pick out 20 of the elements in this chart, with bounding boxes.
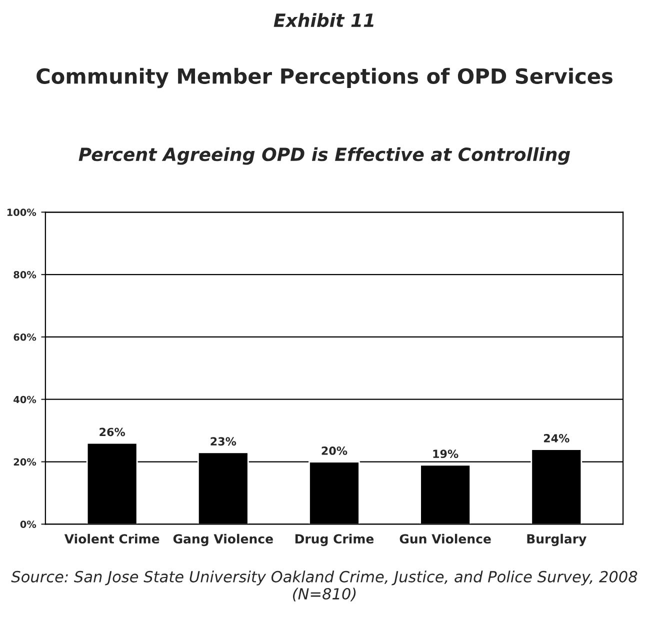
data-label: 19%	[433, 450, 458, 458]
data-label: 23%	[210, 437, 236, 446]
y-tick-label: 80%	[14, 271, 36, 278]
y-tick-label: 0%	[20, 520, 36, 528]
x-tick-label: Drug Crime	[295, 534, 374, 546]
y-tick-label: 100%	[7, 208, 36, 216]
x-tick-label: Gang Violence	[173, 534, 273, 546]
y-tick-label: 20%	[14, 458, 36, 466]
chart-subtitle: Percent Agreeing OPD is Effective at Controlling	[78, 147, 570, 165]
y-tick-label: 40%	[14, 396, 36, 404]
chart-title: Community Member Perceptions of OPD Services	[36, 68, 612, 88]
data-label: 24%	[544, 434, 570, 442]
data-label: 20%	[322, 446, 348, 455]
source-note: Source: San Jose State University Oakland Crime, Justice, and Police Survey, 2008 (N=810)	[11, 570, 638, 602]
y-tick-label: 60%	[14, 333, 36, 341]
x-tick-label: Violent Crime	[64, 534, 160, 544]
text: Exhibit 11	[274, 13, 374, 28]
data-label: 26%	[100, 428, 126, 436]
x-tick-label: Burglary	[527, 534, 586, 546]
x-tick-label: Gun Violence	[400, 534, 491, 544]
